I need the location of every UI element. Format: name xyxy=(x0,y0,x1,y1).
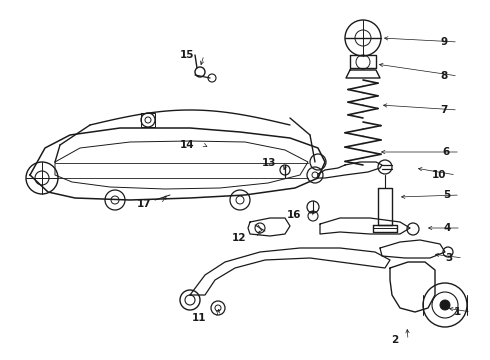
Text: 4: 4 xyxy=(443,223,451,233)
Text: 14: 14 xyxy=(179,140,194,150)
Text: 11: 11 xyxy=(192,313,206,323)
Text: 7: 7 xyxy=(441,105,448,115)
Text: 6: 6 xyxy=(443,147,450,157)
Text: 12: 12 xyxy=(231,233,246,243)
Text: 15: 15 xyxy=(179,50,194,60)
Text: 5: 5 xyxy=(443,190,450,200)
Circle shape xyxy=(440,300,450,310)
Text: 1: 1 xyxy=(454,307,461,317)
Text: 8: 8 xyxy=(441,71,448,81)
Text: 3: 3 xyxy=(446,253,453,263)
Text: 16: 16 xyxy=(287,210,301,220)
Text: 13: 13 xyxy=(262,158,276,168)
Text: 9: 9 xyxy=(441,37,448,47)
Text: 2: 2 xyxy=(391,335,398,345)
Text: 17: 17 xyxy=(136,199,151,209)
Text: 10: 10 xyxy=(432,170,446,180)
